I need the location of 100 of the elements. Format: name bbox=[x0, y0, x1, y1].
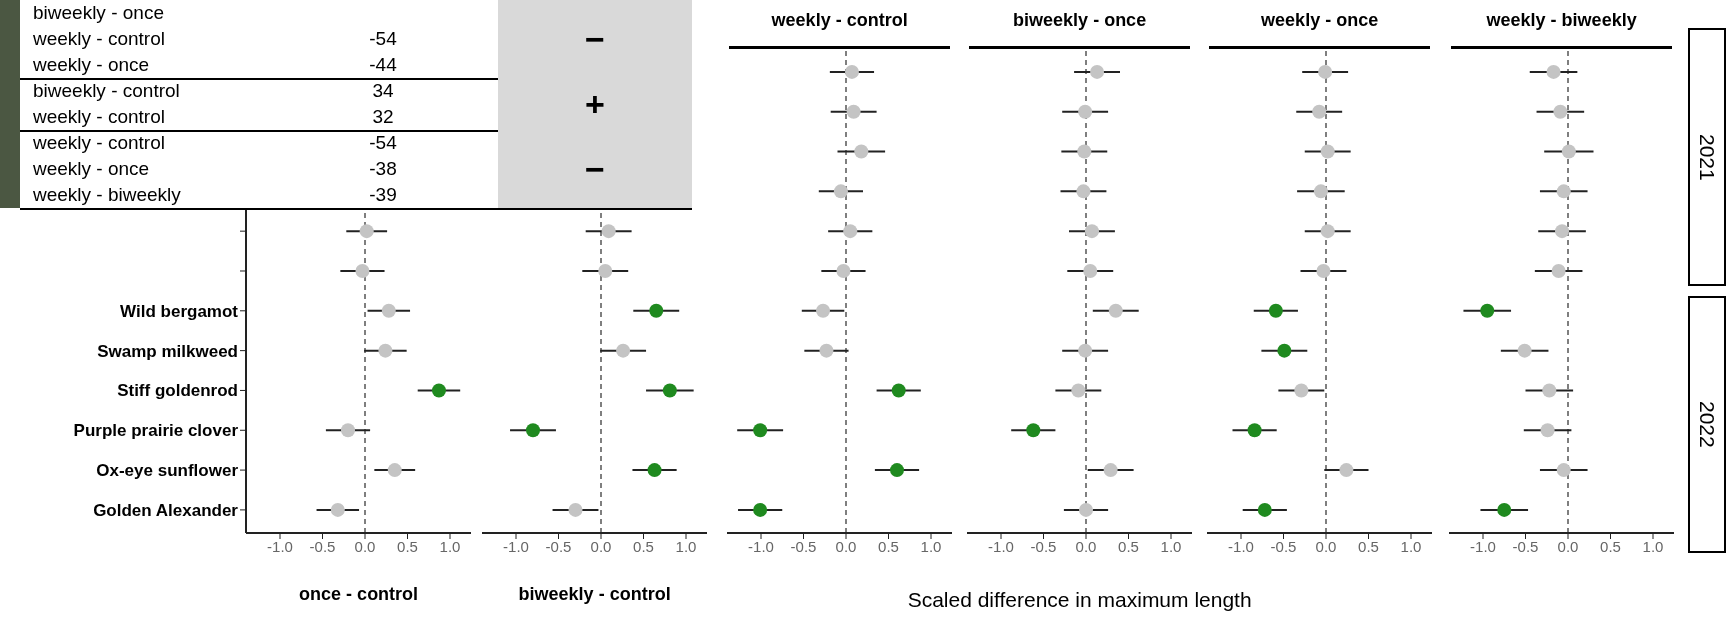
point bbox=[1084, 224, 1099, 239]
x-tick-label: -1.0 bbox=[748, 537, 774, 555]
point bbox=[1076, 184, 1091, 199]
x-axis-title: biweekly - control bbox=[518, 584, 671, 604]
point bbox=[1556, 463, 1571, 478]
data-label: -54 bbox=[368, 28, 398, 50]
data-label: 34 bbox=[371, 80, 395, 102]
point bbox=[753, 423, 768, 438]
point bbox=[844, 64, 859, 79]
y-tick-label: Stiff goldenrod bbox=[117, 381, 238, 401]
category-label: weekly - once bbox=[33, 54, 150, 76]
point bbox=[1546, 64, 1561, 79]
chart-title: weekly - biweekly bbox=[1485, 10, 1638, 31]
point bbox=[1551, 263, 1566, 278]
point bbox=[1339, 463, 1354, 478]
x-tick-label: -0.5 bbox=[1270, 537, 1297, 555]
point bbox=[854, 144, 869, 159]
x-tick-label: 0.5 bbox=[1600, 537, 1621, 555]
chart-title: weekly - once bbox=[1260, 10, 1380, 31]
data-label: -54 bbox=[368, 132, 398, 154]
point bbox=[1480, 303, 1495, 318]
point bbox=[1312, 104, 1327, 119]
x-tick-label: 0.0 bbox=[590, 537, 612, 555]
point bbox=[1313, 184, 1328, 199]
x-tick-label: 1.0 bbox=[1400, 537, 1422, 555]
point bbox=[1257, 502, 1272, 517]
facet-strip: 2021 bbox=[1688, 27, 1727, 286]
point bbox=[1542, 383, 1557, 398]
point bbox=[1078, 343, 1093, 358]
chart-title: weekly - control bbox=[770, 10, 909, 31]
x-tick-label: -1.0 bbox=[1228, 537, 1254, 555]
point bbox=[1077, 144, 1092, 159]
point bbox=[1079, 502, 1093, 517]
x-tick-label: -0.5 bbox=[790, 537, 817, 555]
x-tick-label: 1.0 bbox=[1642, 537, 1664, 555]
x-tick-label: -1.0 bbox=[267, 537, 293, 555]
point bbox=[1247, 423, 1262, 438]
y-tick-label: Wild bergamot bbox=[120, 301, 239, 321]
category-label: weekly - biweekly bbox=[33, 184, 181, 206]
y-tick-label: Golden Alexander bbox=[93, 500, 239, 520]
x-tick-label: 1.0 bbox=[675, 537, 697, 555]
point bbox=[341, 423, 355, 438]
x-tick-label: 0.0 bbox=[1315, 537, 1337, 555]
x-tick-label: -0.5 bbox=[309, 537, 336, 555]
x-tick-label: 0.5 bbox=[878, 537, 899, 555]
x-axis-title: once - control bbox=[299, 584, 419, 604]
point bbox=[846, 104, 861, 119]
x-tick-label: -0.5 bbox=[1512, 537, 1539, 555]
point bbox=[601, 224, 616, 239]
point bbox=[647, 463, 662, 478]
point bbox=[662, 383, 677, 398]
category-label: weekly - once bbox=[33, 158, 150, 180]
point bbox=[836, 263, 851, 278]
x-tick-label: -0.5 bbox=[545, 537, 572, 555]
point bbox=[1555, 224, 1570, 239]
point bbox=[833, 184, 848, 199]
point bbox=[1294, 383, 1309, 398]
y-tick-label: Ox-eye sunflower bbox=[96, 461, 239, 481]
point bbox=[1083, 263, 1098, 278]
x-tick-label: 0.5 bbox=[633, 537, 654, 555]
category-label: weekly - control bbox=[33, 132, 165, 154]
point bbox=[1090, 64, 1105, 79]
category-label: weekly - control bbox=[33, 28, 165, 50]
point bbox=[431, 383, 446, 398]
point bbox=[1553, 104, 1568, 119]
point bbox=[816, 303, 831, 318]
point bbox=[1277, 343, 1292, 358]
x-tick-label: 0.5 bbox=[1358, 537, 1379, 555]
category-label: weekly - control bbox=[33, 106, 165, 128]
x-tick-label: 1.0 bbox=[439, 537, 461, 555]
point bbox=[1071, 383, 1086, 398]
x-tick-label: -1.0 bbox=[988, 537, 1014, 555]
x-tick-label: -1.0 bbox=[1470, 537, 1496, 555]
point bbox=[568, 502, 583, 517]
point bbox=[359, 224, 374, 239]
point bbox=[1026, 423, 1041, 438]
point bbox=[1320, 224, 1335, 239]
point bbox=[387, 463, 402, 478]
x-tick-label: 0.0 bbox=[354, 537, 376, 555]
point bbox=[378, 343, 393, 358]
annotation: − bbox=[585, 149, 605, 189]
point bbox=[1078, 104, 1093, 119]
point bbox=[1517, 343, 1532, 358]
point bbox=[598, 263, 613, 278]
category-label: biweekly - once bbox=[33, 2, 164, 24]
facet-strip: 2022 bbox=[1688, 295, 1727, 553]
point bbox=[890, 463, 904, 478]
x-tick-label: -0.5 bbox=[1030, 537, 1057, 555]
point bbox=[753, 502, 768, 517]
point bbox=[526, 423, 540, 438]
point bbox=[1108, 303, 1123, 318]
annotation: + bbox=[585, 84, 605, 124]
category-label: biweekly - control bbox=[33, 80, 180, 102]
x-tick-label: 0.0 bbox=[1075, 537, 1097, 555]
data-label: 32 bbox=[371, 106, 395, 128]
point bbox=[1561, 144, 1576, 159]
point bbox=[381, 303, 396, 318]
x-tick-label: 0.5 bbox=[397, 537, 418, 555]
point bbox=[1316, 263, 1331, 278]
x-tick-label: 0.0 bbox=[1557, 537, 1579, 555]
